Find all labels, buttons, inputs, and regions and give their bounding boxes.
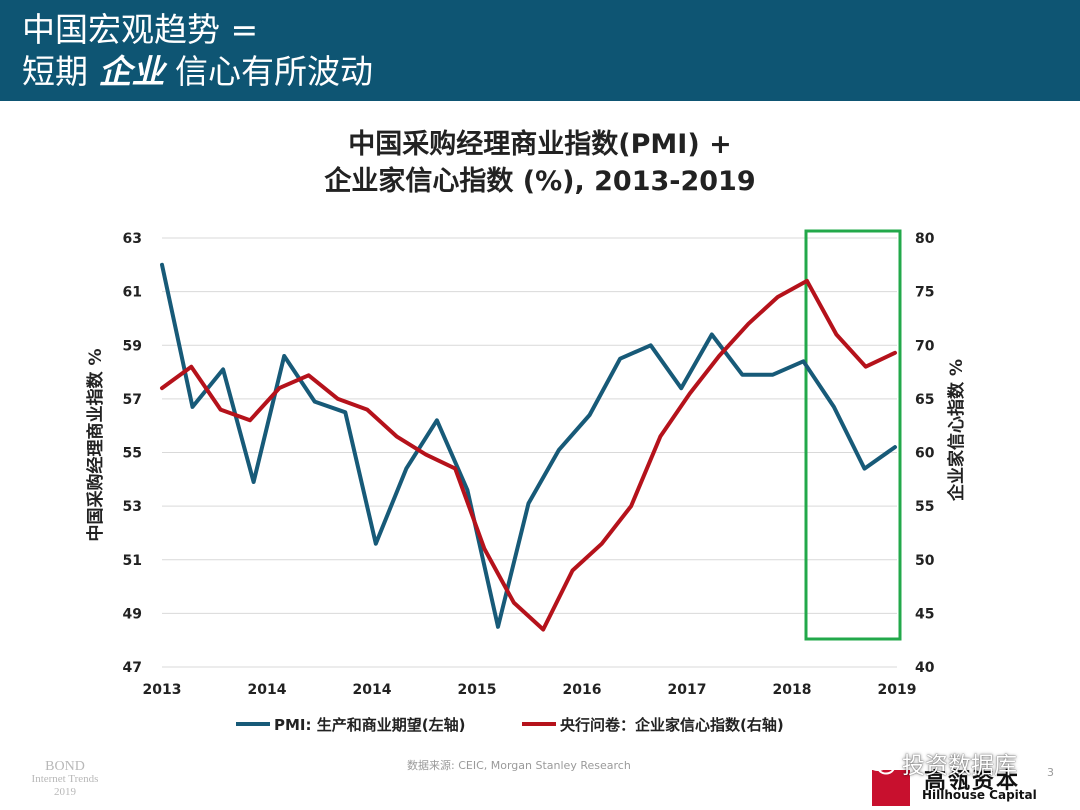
y-tick-label-left: 61 [123,285,142,301]
y-tick-label-left: 59 [123,338,142,354]
series-line-2 [160,278,897,632]
page-number: 3 [1047,766,1054,779]
hillhouse-logo-cn: 高瓴资本 [924,769,1021,794]
wechat-icon [866,752,896,782]
y-tick-label-right: 55 [915,499,934,515]
hillhouse-logo-mark [872,770,910,806]
legend-label-2: 央行问卷：企业家信心指数(右轴) [560,716,784,734]
chart-title-line1: 中国采购经理商业指数(PMI) + [348,129,732,160]
x-tick-label: 2018 [773,682,812,698]
bond-logo-subtitle: Internet Trends [31,773,99,785]
x-tick-label: 2016 [563,682,602,698]
hillhouse-logo-en: Hillhouse Capital [922,788,1037,802]
y-axis-title-right: 企业家信心指数 % [946,359,967,502]
x-tick-label: 2014 [248,682,287,698]
y-tick-label-left: 57 [123,392,142,408]
y-axis-title-left: 中国采购经理商业指数 % [85,349,106,542]
y-tick-label-right: 75 [915,285,934,301]
y-tick-label-right: 65 [915,392,934,408]
x-tick-label: 2015 [458,682,497,698]
y-tick-label-left: 47 [123,660,142,676]
title-prefix: 短期 [22,52,99,91]
title-suffix: 信心有所波动 [164,52,373,91]
x-tick-label: 2019 [878,682,917,698]
y-tick-label-right: 70 [915,338,935,354]
y-tick-label-right: 40 [915,660,935,676]
slide-title-line2: 短期 企业 信心有所波动 [22,52,373,92]
y-tick-label-left: 51 [123,553,142,569]
y-tick-label-left: 63 [123,231,142,247]
watermark: 投资数据库 [866,746,1017,782]
bond-logo-title: BOND [45,759,85,774]
chart-title-line2: 企业家信心指数 (%), 2013-2019 [324,166,756,197]
y-tick-label-right: 80 [915,231,935,247]
y-tick-label-right: 45 [915,606,934,622]
y-tick-label-right: 50 [915,553,935,569]
y-tick-label-right: 60 [915,446,935,462]
bond-logo: BOND Internet Trends 2019 [30,760,100,799]
y-tick-label-left: 55 [123,446,142,462]
title-emphasis: 企业 [98,52,165,91]
x-tick-label: 2014 [353,682,392,698]
highlight-box [804,229,902,641]
series-line-1 [160,262,897,629]
bond-logo-year: 2019 [54,786,76,798]
x-tick-label: 2017 [668,682,707,698]
legend-label-1: PMI: 生产和商业期望(左轴) [274,716,465,734]
x-tick-label: 2013 [143,682,182,698]
title-banner: 中国宏观趋势 = 短期 企业 信心有所波动 [0,0,1080,101]
watermark-text: 投资数据库 [902,753,1017,779]
y-tick-label-left: 49 [123,606,142,622]
y-tick-label-left: 53 [123,499,142,515]
data-source: 数据来源: CEIC, Morgan Stanley Research [407,759,631,772]
slide-title-line1: 中国宏观趋势 = [22,10,259,49]
